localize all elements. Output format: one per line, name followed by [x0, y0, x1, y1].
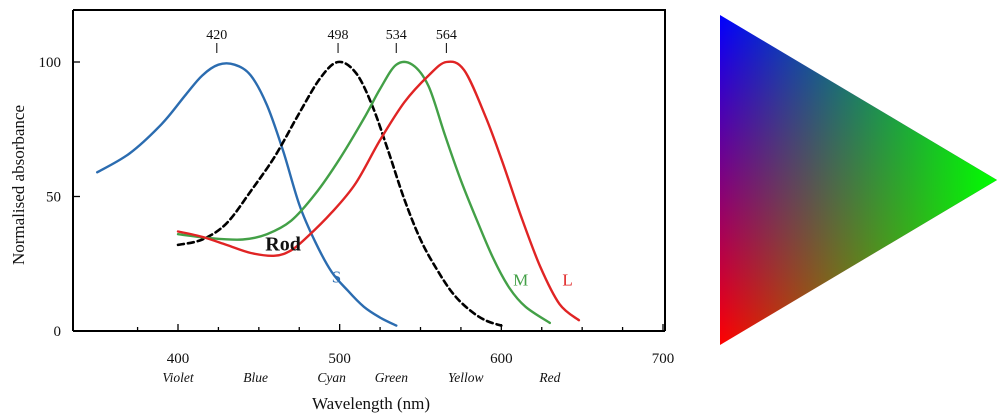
color-name-labels: Violet Blue Cyan Green Yellow Red [162, 370, 560, 385]
x-axis-ticks: 400 500 600 700 [136, 324, 675, 367]
color-name-label: Blue [243, 370, 268, 385]
series-lines [96, 60, 581, 327]
y-tick-label: 100 [39, 55, 62, 71]
y-axis-title: Normalised absorbance [9, 105, 28, 265]
peak-label: 534 [386, 28, 407, 43]
color-name-label: Green [375, 370, 408, 385]
color-name-label: Red [538, 370, 560, 385]
series-label-l: L [562, 270, 572, 289]
series-labels: S Rod M L [265, 233, 573, 289]
y-tick-label: 50 [46, 190, 61, 206]
series-line-rod [176, 60, 503, 327]
color-name-label: Yellow [448, 370, 484, 385]
x-tick-label: 600 [490, 351, 513, 367]
x-axis-title: Wavelength (nm) [312, 394, 430, 413]
peak-markers: 420 498 534 564 [206, 28, 457, 53]
series-label-m: M [513, 270, 528, 289]
y-tick-label: 0 [54, 324, 62, 340]
series-line-s [96, 62, 398, 327]
x-tick-label: 500 [328, 351, 351, 367]
series-label-s: S [332, 268, 341, 287]
peak-label: 498 [328, 28, 349, 43]
color-name-label: Violet [162, 370, 194, 385]
peak-label: 420 [206, 28, 227, 43]
series-line-l [176, 60, 581, 322]
color-name-label: Cyan [317, 370, 346, 385]
peak-label: 564 [436, 28, 457, 43]
series-label-rod: Rod [265, 233, 301, 255]
color-triangle [720, 15, 997, 345]
y-axis-ticks: 0 50 100 [39, 55, 80, 340]
plot-frame [73, 9, 666, 331]
x-tick-label: 700 [652, 351, 675, 367]
color-triangle-green-blend [720, 15, 997, 345]
x-tick-label: 400 [167, 351, 190, 367]
series-line-m [176, 60, 551, 325]
